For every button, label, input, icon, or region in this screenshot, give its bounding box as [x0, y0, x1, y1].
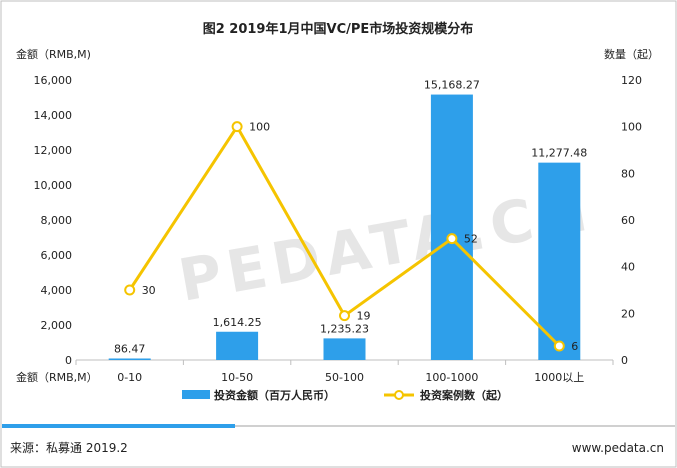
legend-bar-swatch — [182, 390, 210, 399]
bar-data-label: 11,277.48 — [531, 147, 587, 160]
y-left-tick-label: 14,000 — [34, 109, 73, 122]
y-left-tick-label: 12,000 — [34, 144, 73, 157]
legend-bar-label: 投资金额（百万人民币） — [214, 388, 335, 402]
y-left-tick-label: 4,000 — [41, 284, 73, 297]
x-tick-label: 0-10 — [117, 371, 142, 384]
y-right-tick-label: 100 — [621, 121, 642, 134]
bar-data-label: 15,168.27 — [424, 79, 480, 92]
chart-title: 图2 2019年1月中国VC/PE市场投资规模分布 — [203, 21, 474, 37]
legend: 投资金额（百万人民币） 投资案例数（起） — [182, 388, 508, 402]
line-series: 30 100 19 52 6 — [124, 121, 578, 353]
bar-data-label: 86.47 — [114, 342, 146, 355]
x-tick-labels: 0-10 10-50 50-100 100-1000 1000以上 — [75, 360, 614, 384]
bar-data-labels: 86.47 1,614.25 1,235.23 15,168.27 11,277.48 — [114, 79, 587, 356]
line-data-label: 6 — [571, 340, 578, 353]
line-data-label: 100 — [249, 121, 270, 134]
y-left-tick-label: 2,000 — [41, 319, 73, 332]
y-left-tick-label: 0 — [65, 354, 72, 367]
y-left-tick-label: 10,000 — [34, 179, 73, 192]
line-data-label: 52 — [464, 233, 478, 246]
x-tick-label: 1000以上 — [534, 371, 584, 384]
x-tick-label: 10-50 — [221, 371, 253, 384]
legend-line-label: 投资案例数（起） — [420, 388, 508, 402]
y-left-tick-label: 16,000 — [34, 74, 73, 87]
bar — [538, 162, 581, 360]
line-point — [553, 340, 565, 352]
y-right-tick-label: 80 — [621, 167, 635, 180]
x-tick-label: 50-100 — [325, 371, 364, 384]
line-point — [124, 284, 136, 296]
y-left-ticks: 0 2,000 4,000 6,000 8,000 10,000 12,000 14,000 1… — [34, 74, 73, 367]
bar-data-label: 1,614.25 — [213, 316, 262, 329]
bar — [430, 94, 473, 361]
bar-series — [108, 94, 581, 361]
x-tick-label: 100-1000 — [425, 371, 478, 384]
y-right-tick-label: 0 — [621, 354, 628, 367]
line-point — [339, 310, 350, 322]
y-left-tick-label: 6,000 — [41, 249, 73, 262]
y-left-tick-label: 8,000 — [41, 214, 73, 227]
x-axis-label: 金额（RMB,M） — [16, 370, 98, 384]
legend-line-marker — [394, 390, 404, 400]
y-right-tick-label: 20 — [621, 307, 635, 320]
bar — [216, 331, 259, 360]
line-data-label: 19 — [357, 310, 371, 323]
bar — [108, 358, 151, 360]
y-right-tick-label: 60 — [621, 214, 635, 227]
bar — [323, 338, 366, 360]
y-right-tick-label: 40 — [621, 261, 635, 274]
y-right-ticks: 0 20 40 60 80 100 120 — [621, 74, 642, 367]
bar-data-label: 1,235.23 — [320, 322, 369, 335]
y-right-tick-label: 120 — [621, 74, 642, 87]
footer-website: www.pedata.cn — [572, 441, 664, 455]
line-data-label: 30 — [142, 284, 156, 297]
y-left-axis-label: 金额（RMB,M) — [16, 47, 91, 61]
line-point — [446, 233, 458, 245]
footer-source: 来源：私募通 2019.2 — [10, 441, 128, 455]
y-right-axis-label: 数量（起） — [604, 48, 659, 61]
line-point — [231, 121, 243, 133]
